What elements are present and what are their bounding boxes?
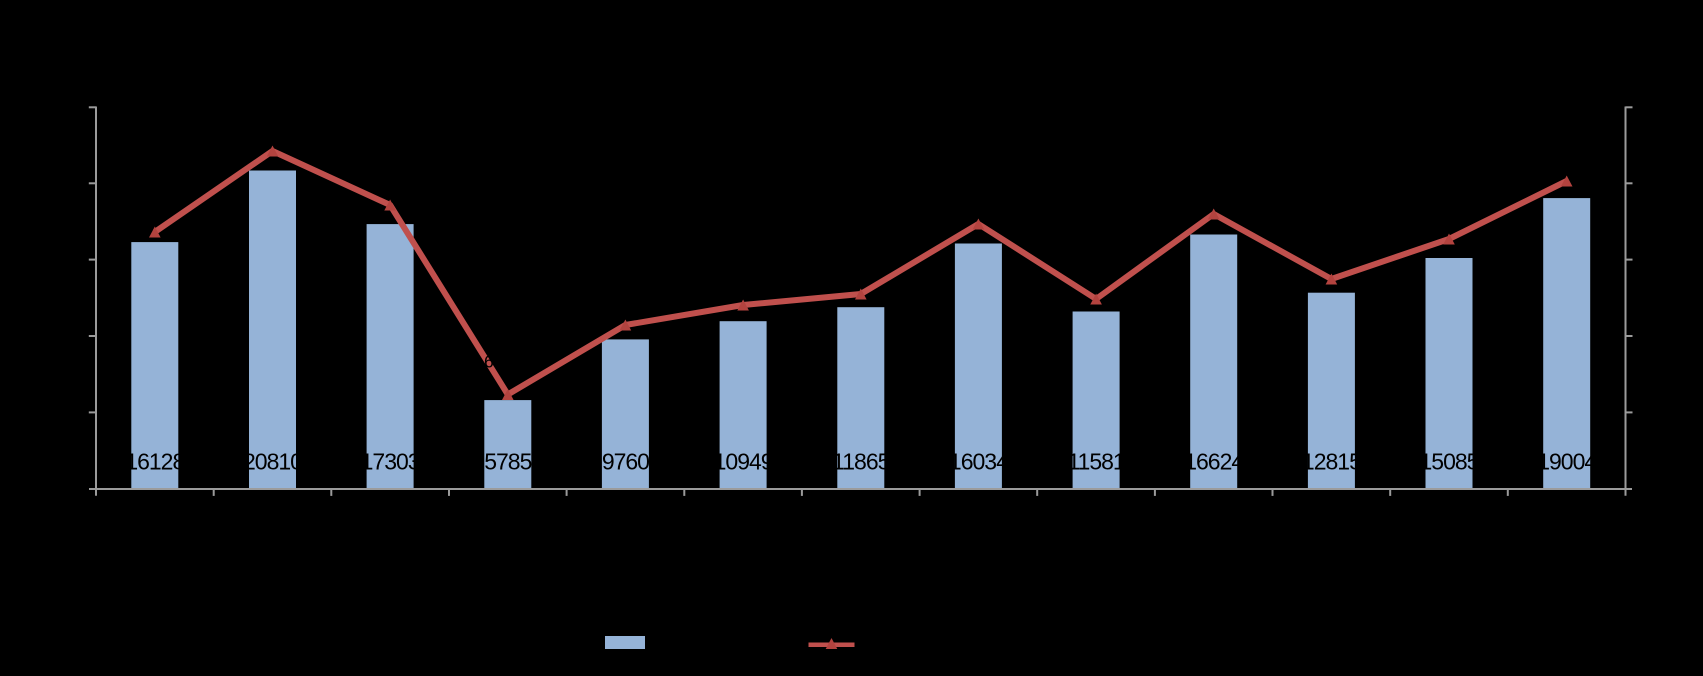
svg-text:-66.5%: -66.5% bbox=[478, 351, 533, 371]
svg-text:11865: 11865 bbox=[832, 449, 889, 475]
svg-text:9760: 9760 bbox=[602, 449, 649, 475]
svg-text:15085: 15085 bbox=[1420, 449, 1479, 475]
svg-text:11581: 11581 bbox=[1067, 449, 1124, 475]
svg-text:20810: 20810 bbox=[243, 449, 302, 475]
svg-text:19004: 19004 bbox=[1537, 449, 1597, 475]
svg-text:5785: 5785 bbox=[484, 449, 531, 475]
svg-text:16128: 16128 bbox=[125, 449, 184, 475]
svg-text:16624: 16624 bbox=[1184, 449, 1244, 475]
svg-text:12815: 12815 bbox=[1302, 449, 1361, 475]
svg-text:16034: 16034 bbox=[949, 449, 1009, 475]
svg-text:17303: 17303 bbox=[361, 449, 420, 475]
svg-text:10949: 10949 bbox=[714, 449, 773, 475]
